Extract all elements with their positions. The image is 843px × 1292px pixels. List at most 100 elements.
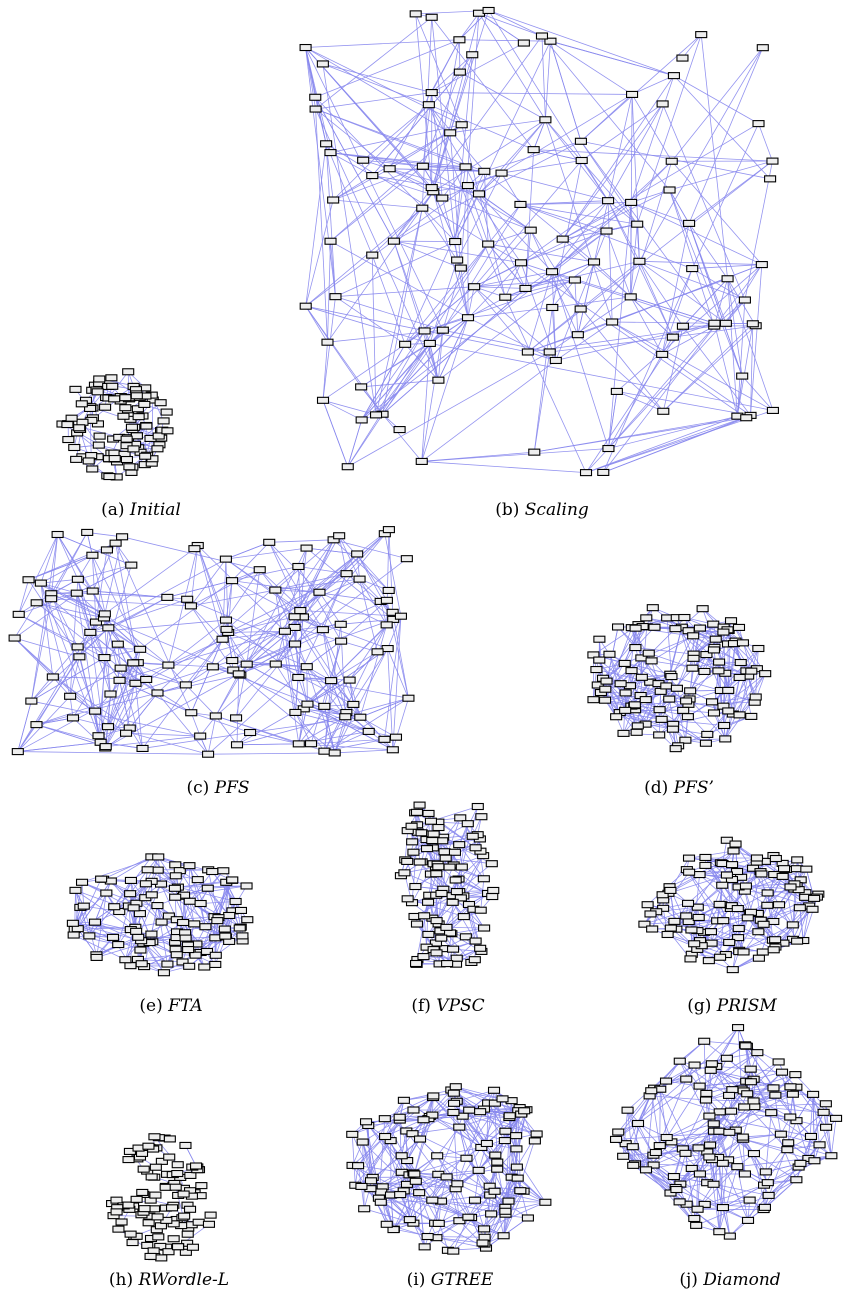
graph-edge bbox=[197, 545, 286, 632]
graph-node bbox=[468, 283, 481, 291]
graph-edge bbox=[577, 261, 595, 335]
graph-edge bbox=[315, 108, 390, 170]
graph-edge bbox=[484, 140, 582, 172]
graph-edge bbox=[371, 71, 461, 176]
graph-edge bbox=[438, 330, 444, 381]
graph-edge bbox=[473, 286, 550, 353]
graph-edge bbox=[428, 104, 485, 172]
graph-edge bbox=[562, 223, 638, 240]
graph-edge bbox=[534, 417, 747, 453]
graph-node bbox=[82, 457, 95, 465]
graph-edge bbox=[661, 223, 690, 355]
graph-edge bbox=[671, 47, 764, 162]
graph-edge bbox=[40, 582, 105, 619]
graph-node bbox=[299, 43, 312, 52]
graph-edge bbox=[322, 63, 432, 93]
edges bbox=[305, 10, 774, 474]
graph-edge bbox=[393, 240, 461, 269]
graph-edge bbox=[322, 63, 429, 106]
graph-edge bbox=[483, 171, 489, 245]
graph-edge bbox=[207, 666, 308, 755]
graph-edge bbox=[236, 743, 299, 746]
graph-edge bbox=[371, 207, 423, 256]
graph-edge bbox=[630, 75, 675, 203]
graph-edge bbox=[361, 230, 607, 421]
graph-node bbox=[579, 469, 593, 477]
graph-node bbox=[519, 284, 532, 292]
graph-edge bbox=[232, 660, 276, 665]
graph-edge bbox=[421, 451, 535, 462]
graph-edge bbox=[603, 415, 751, 473]
graph-edge bbox=[168, 638, 223, 666]
graph-edge bbox=[662, 103, 746, 301]
graph-node bbox=[535, 32, 549, 40]
graph-edge bbox=[562, 103, 663, 240]
graph-node bbox=[119, 404, 132, 412]
graph-edge bbox=[429, 343, 439, 381]
graph-edge bbox=[18, 579, 29, 615]
graph-edge bbox=[190, 712, 201, 737]
graph-node bbox=[329, 293, 342, 301]
graph-node bbox=[161, 427, 174, 435]
graph-edge bbox=[215, 715, 238, 746]
graph-edge bbox=[533, 351, 551, 453]
graph-edge bbox=[333, 165, 424, 201]
graph-node bbox=[369, 411, 383, 419]
graph-edge bbox=[639, 260, 746, 301]
graph-edge bbox=[467, 296, 506, 319]
graph-edge bbox=[673, 75, 759, 124]
graph-node bbox=[99, 403, 112, 411]
graph-edge bbox=[349, 680, 354, 705]
graph-edge bbox=[295, 712, 325, 752]
graph-edge bbox=[207, 715, 217, 755]
graph-edge bbox=[349, 651, 378, 681]
graph-edge bbox=[306, 640, 342, 667]
graph-edge bbox=[454, 41, 551, 242]
graph-node bbox=[459, 163, 472, 171]
graph-edge bbox=[551, 271, 664, 412]
graph-edge bbox=[692, 264, 762, 269]
graph-node bbox=[665, 157, 678, 165]
graph-node bbox=[341, 463, 354, 471]
graph-node bbox=[610, 387, 623, 395]
graph-edge bbox=[191, 712, 251, 733]
graph-edge bbox=[246, 599, 388, 665]
graph-node bbox=[667, 72, 680, 80]
graph-edge bbox=[360, 697, 409, 718]
graph-edge bbox=[311, 738, 385, 745]
graph-edge bbox=[382, 288, 526, 415]
graph-edge bbox=[107, 662, 139, 727]
graph-node bbox=[587, 258, 601, 266]
graph-node bbox=[602, 197, 615, 205]
graph-edge bbox=[215, 673, 240, 717]
graph-node bbox=[386, 608, 399, 616]
graph-edge bbox=[639, 260, 762, 265]
graph-edge bbox=[501, 119, 546, 174]
graph-edge bbox=[371, 254, 406, 345]
graph-edge bbox=[431, 35, 543, 188]
graph-edge bbox=[533, 149, 773, 162]
graph-edge bbox=[90, 632, 147, 680]
graph-edge bbox=[305, 143, 327, 307]
graph-node bbox=[12, 610, 25, 618]
graph-edge bbox=[421, 317, 469, 462]
graph-edge bbox=[505, 279, 575, 298]
graph-edge bbox=[330, 152, 485, 172]
graph-node bbox=[423, 339, 436, 347]
graph-node bbox=[157, 417, 170, 425]
graph-node bbox=[539, 116, 552, 124]
graph-edge bbox=[327, 241, 331, 343]
graph-edge bbox=[375, 208, 423, 415]
graph-node bbox=[574, 305, 587, 313]
graph-edge bbox=[305, 207, 423, 307]
graph-edge bbox=[238, 673, 335, 754]
graph-node bbox=[676, 322, 689, 330]
graph-edge bbox=[305, 305, 383, 415]
graph-edge bbox=[117, 644, 136, 684]
graph-node bbox=[624, 293, 637, 301]
graph-node bbox=[482, 240, 495, 248]
graph-node bbox=[455, 121, 468, 129]
graph-edge bbox=[611, 321, 663, 355]
graph-node bbox=[73, 424, 86, 432]
